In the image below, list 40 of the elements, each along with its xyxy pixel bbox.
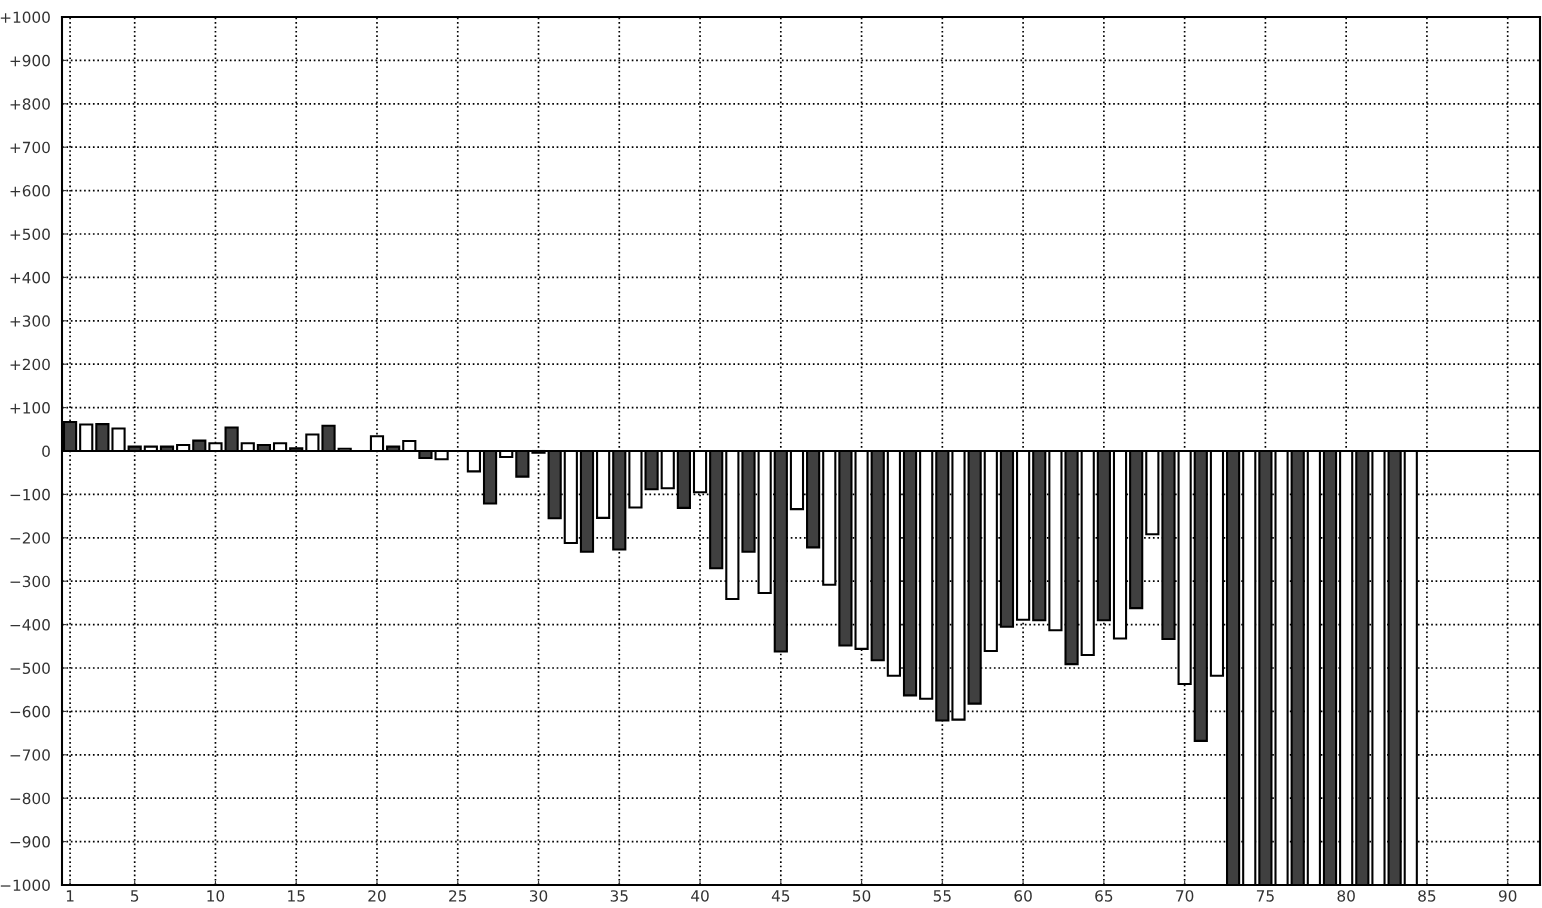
x-tick-label: 20 — [368, 890, 386, 902]
x-tick-label: 75 — [1256, 890, 1274, 902]
y-tick-label: +100 — [10, 402, 50, 414]
y-tick-label: +300 — [10, 315, 50, 327]
y-tick-label: +900 — [10, 54, 50, 67]
y-tick-label: +200 — [10, 358, 50, 371]
y-tick-label: +700 — [10, 141, 50, 154]
x-tick-label: 5 — [131, 890, 139, 902]
y-tick-label: −900 — [10, 836, 50, 848]
y-tick-label: +800 — [10, 98, 50, 110]
y-tick-label: −500 — [10, 662, 50, 675]
x-tick-label: 40 — [691, 890, 709, 902]
x-tick-label: 35 — [610, 890, 628, 902]
y-tick-label: −600 — [10, 705, 50, 718]
y-tick-label: −700 — [10, 749, 50, 761]
y-tick-label: 0 — [42, 445, 50, 458]
x-tick-label: 85 — [1418, 890, 1436, 902]
x-tick-label: 1 — [66, 890, 74, 902]
y-tick-label: +500 — [10, 228, 50, 241]
y-tick-label: −200 — [10, 532, 50, 544]
y-tick-label: −800 — [10, 792, 50, 805]
x-tick-label: 70 — [1176, 890, 1194, 902]
x-tick-label: 55 — [933, 890, 951, 902]
x-tick-label: 10 — [207, 890, 225, 902]
x-tick-label: 50 — [853, 890, 871, 902]
y-tick-label: −400 — [10, 619, 50, 631]
x-tick-label: 60 — [1014, 890, 1032, 902]
x-tick-label: 30 — [529, 890, 548, 902]
y-tick-label: +1000 — [0, 11, 50, 24]
x-tick-label: 15 — [288, 890, 305, 902]
x-tick-label: 65 — [1095, 890, 1113, 902]
y-tick-label: +400 — [10, 271, 50, 284]
x-tick-label: 80 — [1337, 890, 1355, 902]
x-tick-label: 45 — [771, 890, 790, 902]
x-tick-label: 25 — [449, 890, 467, 902]
x-tick-label: 90 — [1498, 890, 1517, 902]
y-tick-label: −100 — [10, 488, 50, 501]
y-tick-label: −1000 — [0, 879, 50, 892]
y-tick-label: −300 — [10, 575, 50, 588]
y-tick-label: +600 — [10, 185, 50, 197]
